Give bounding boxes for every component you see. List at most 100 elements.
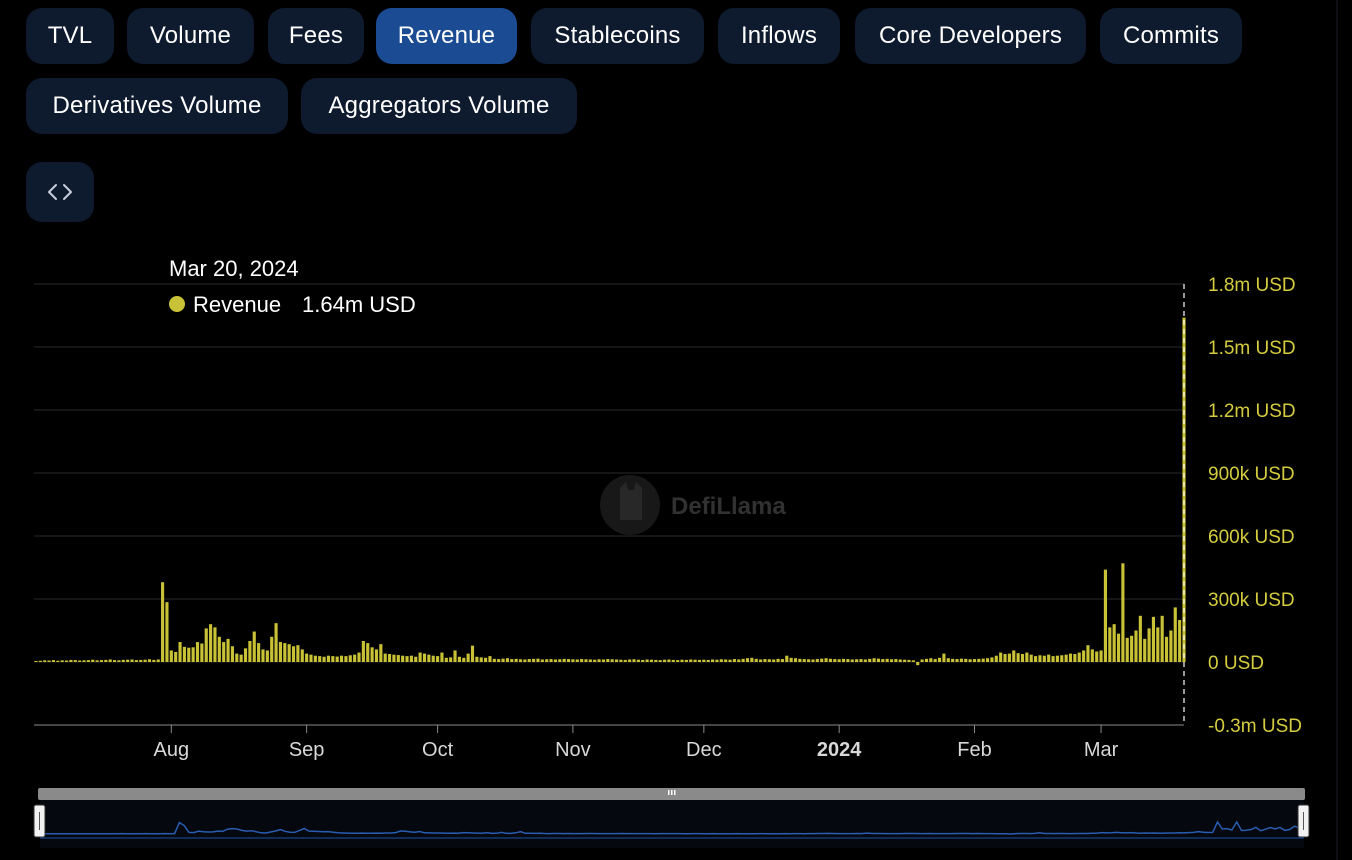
bar bbox=[38, 660, 42, 662]
bar bbox=[374, 649, 379, 662]
bar bbox=[767, 659, 771, 662]
bar bbox=[527, 659, 531, 662]
bar bbox=[898, 659, 902, 662]
bar bbox=[575, 659, 579, 662]
bar bbox=[828, 658, 832, 662]
bar bbox=[776, 658, 780, 662]
bar bbox=[287, 644, 291, 662]
bar bbox=[1029, 654, 1033, 662]
bar bbox=[1112, 624, 1116, 662]
bar bbox=[248, 641, 252, 662]
bar bbox=[837, 659, 841, 662]
bar bbox=[1047, 654, 1051, 662]
bar bbox=[331, 656, 335, 662]
bar bbox=[484, 657, 488, 662]
bar bbox=[1012, 650, 1016, 662]
bar bbox=[152, 659, 156, 662]
bar bbox=[885, 658, 889, 662]
bar bbox=[802, 659, 806, 662]
bar bbox=[676, 660, 680, 662]
bar bbox=[357, 652, 361, 662]
bar bbox=[453, 650, 457, 662]
bar bbox=[191, 647, 195, 662]
bar bbox=[667, 659, 671, 662]
bar bbox=[1082, 650, 1086, 662]
bar bbox=[431, 655, 435, 662]
tab-stablecoins[interactable]: Stablecoins bbox=[531, 8, 704, 64]
bar bbox=[1169, 630, 1173, 662]
bar bbox=[750, 657, 754, 662]
bar bbox=[270, 636, 274, 662]
bar bbox=[392, 654, 396, 662]
y-tick-label: 600k USD bbox=[1208, 527, 1295, 548]
bar bbox=[1138, 615, 1142, 662]
bar bbox=[907, 659, 911, 662]
x-tick-label: Sep bbox=[289, 739, 325, 761]
bar bbox=[1164, 636, 1169, 662]
bar bbox=[964, 658, 968, 662]
bar bbox=[789, 657, 793, 662]
bar bbox=[724, 659, 728, 662]
brush-preview-line bbox=[39, 820, 1305, 835]
tab-commits[interactable]: Commits bbox=[1100, 8, 1242, 64]
bar bbox=[436, 656, 440, 662]
bar bbox=[619, 659, 623, 662]
embed-code-button[interactable] bbox=[26, 162, 94, 222]
bar bbox=[1073, 654, 1077, 662]
tab-volume[interactable]: Volume bbox=[127, 8, 254, 64]
bar bbox=[1060, 655, 1064, 662]
bar bbox=[1077, 652, 1081, 662]
y-tick-label: -0.3m USD bbox=[1208, 716, 1302, 737]
bar bbox=[243, 648, 248, 662]
bar bbox=[981, 658, 985, 662]
bar bbox=[754, 658, 758, 662]
bar bbox=[278, 642, 283, 662]
brush-grip-icon[interactable] bbox=[668, 790, 676, 795]
bar bbox=[889, 659, 894, 662]
bar bbox=[78, 660, 82, 662]
bar bbox=[540, 659, 544, 662]
bar bbox=[252, 631, 256, 662]
bar bbox=[955, 659, 959, 662]
bar bbox=[588, 659, 592, 662]
bar bbox=[1016, 653, 1020, 662]
bar bbox=[34, 660, 38, 662]
tab-fees[interactable]: Fees bbox=[268, 8, 364, 64]
tab-core-developers[interactable]: Core Developers bbox=[855, 8, 1086, 64]
y-tick-label: 300k USD bbox=[1208, 590, 1295, 611]
bar bbox=[209, 624, 213, 662]
bar bbox=[636, 659, 640, 662]
bar bbox=[972, 659, 977, 662]
bar bbox=[711, 659, 715, 662]
bar bbox=[291, 646, 296, 662]
bar bbox=[383, 653, 387, 662]
bar bbox=[545, 659, 549, 662]
bar bbox=[1007, 653, 1011, 662]
bar bbox=[169, 650, 173, 662]
bar bbox=[916, 662, 920, 666]
bar bbox=[863, 659, 867, 662]
bar bbox=[200, 643, 204, 662]
bar bbox=[772, 659, 776, 662]
bar bbox=[379, 644, 383, 662]
tab-derivatives-volume[interactable]: Derivatives Volume bbox=[26, 78, 288, 134]
bar bbox=[933, 659, 937, 662]
tab-revenue[interactable]: Revenue bbox=[376, 8, 517, 64]
bar bbox=[353, 654, 357, 662]
tab-aggregators-volume[interactable]: Aggregators Volume bbox=[301, 78, 577, 134]
bar bbox=[457, 656, 461, 662]
bar bbox=[488, 656, 492, 662]
tab-tvl[interactable]: TVL bbox=[26, 8, 114, 64]
bar bbox=[444, 657, 448, 662]
y-axis: 1.8m USD 1.5m USD 1.2m USD 900k USD 600k USD… bbox=[1208, 275, 1302, 737]
range-brush[interactable] bbox=[33, 788, 1310, 848]
bar bbox=[409, 655, 413, 662]
x-tick-label: Mar bbox=[1084, 739, 1119, 761]
bar bbox=[366, 643, 370, 662]
bar bbox=[584, 659, 588, 662]
bar bbox=[553, 659, 558, 662]
bar bbox=[759, 659, 763, 662]
tab-inflows[interactable]: Inflows bbox=[718, 8, 840, 64]
bar bbox=[117, 660, 121, 662]
bar bbox=[929, 658, 933, 662]
